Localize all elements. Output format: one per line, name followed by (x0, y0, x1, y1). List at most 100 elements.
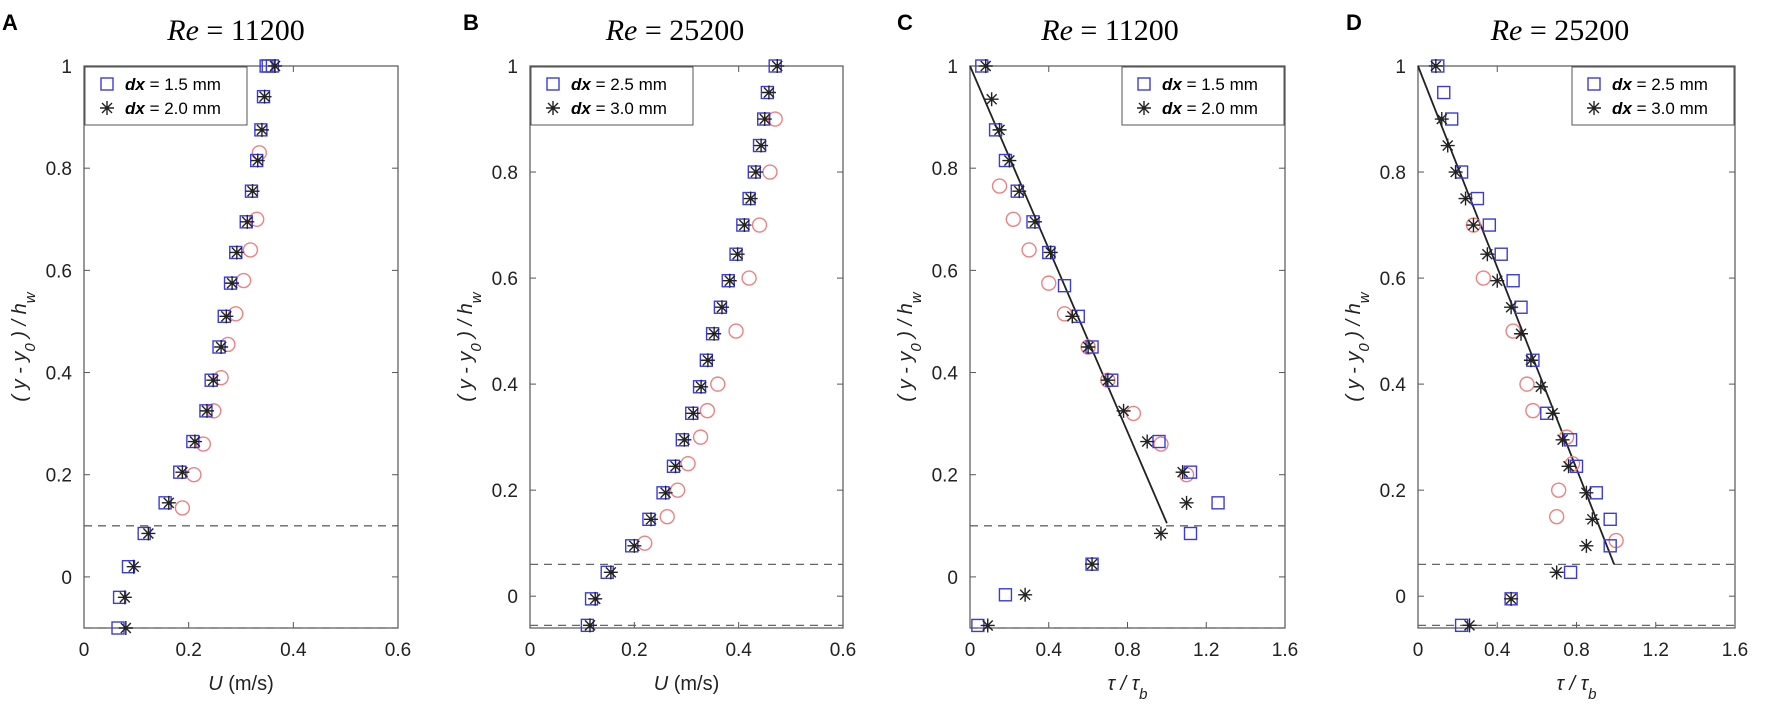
y-tick-label: 0.6 (932, 261, 958, 282)
panel-letter-a: A (2, 10, 18, 35)
a-asterisk-point-11 (225, 276, 240, 291)
a-asterisk-point-9 (214, 340, 229, 354)
legend-variable: dx (125, 75, 150, 94)
b-asterisk-point-12 (714, 300, 729, 315)
d-asterisk-point-3 (1579, 538, 1594, 553)
legend-variable: dx (1162, 75, 1187, 94)
legend-variable: dx (1612, 99, 1637, 118)
d-circle-point-1 (1548, 508, 1565, 525)
legend-variable: dx (571, 75, 596, 94)
a-asterisk-point-7 (199, 403, 214, 418)
legend-value: = 2.0 mm (150, 99, 221, 118)
c-asterisk-point-4 (1179, 495, 1194, 510)
d-square-point-3 (1603, 539, 1617, 553)
legend-value: = 1.5 mm (1187, 75, 1258, 94)
series-asterisk-c (978, 59, 1194, 633)
legend-variable: dx (125, 99, 150, 118)
d-asterisk-point-9 (1533, 379, 1548, 394)
y-tick-label: 0.8 (492, 163, 518, 184)
d-asterisk-point-legend-1 (1587, 101, 1601, 115)
x-axis-label-a: U (m/s) (208, 673, 274, 695)
y-tick-label: 0.4 (46, 364, 73, 385)
c-asterisk-point-9 (1081, 340, 1096, 354)
legend-value: = 2.5 mm (596, 75, 667, 94)
x-axis-label-b: U (m/s) (654, 673, 720, 695)
y-tick-label: 0.2 (1380, 481, 1406, 502)
c-circle-point-5 (1056, 306, 1073, 322)
b-circle-point-10 (762, 164, 778, 180)
legend-variable: dx (1612, 75, 1637, 94)
b-asterisk-point-1 (588, 591, 603, 606)
legend-value: = 1.5 mm (150, 75, 221, 94)
a-asterisk-point-5 (175, 465, 190, 480)
y-axis-sub-w: w (908, 291, 925, 303)
c-circle-point-8 (1005, 211, 1022, 227)
series-asterisk-b (582, 59, 785, 633)
panel-a: A Re = 11200 0 0.2 0.4 0.6 0.8 1 0 0.2 0.4 0.6 U (m/… (2, 10, 411, 695)
a-circle-point-2 (195, 436, 212, 452)
chart-title-b: Re = 25200 (605, 14, 745, 47)
a-asterisk-point-12 (229, 245, 244, 260)
b-asterisk-point-13 (722, 273, 737, 288)
b-asterisk-point-0 (582, 618, 597, 633)
a-square-point-legend-0 (100, 77, 114, 91)
legend-value: = 3.0 mm (596, 99, 667, 118)
d-circle-point-8 (1475, 270, 1492, 286)
a-circle-point-8 (242, 242, 259, 258)
c-square-point-legend-0 (1137, 77, 1151, 91)
y-axis-numerator: ( y - y (9, 351, 31, 402)
c-asterisk-point-legend-1 (1137, 101, 1151, 115)
b-asterisk-point-6 (668, 459, 683, 474)
b-asterisk-point-17 (748, 165, 763, 180)
c-asterisk-point-0 (980, 618, 995, 633)
a-asterisk-point-6 (187, 434, 202, 449)
d-asterisk-point-0 (1462, 618, 1477, 633)
chart-title-c: Re = 11200 (1040, 14, 1178, 47)
x-axis-variable: U (654, 673, 674, 695)
c-circle-point-1 (1153, 436, 1169, 452)
c-asterisk-point-2 (1085, 557, 1100, 572)
x-tick-label: 0.4 (1036, 640, 1063, 661)
d-asterisk-point-11 (1514, 326, 1529, 341)
d-asterisk-point-7 (1555, 432, 1570, 447)
a-asterisk-point-2 (126, 559, 141, 574)
legend-value: = 2.0 mm (1187, 99, 1258, 118)
x-axis-variable: τ / τ (1557, 673, 1590, 695)
plot-area-a (83, 65, 399, 629)
d-square-point-legend-0 (1587, 77, 1601, 91)
panel-letter-b: B (463, 10, 479, 35)
a-asterisk-point-18 (268, 59, 283, 73)
d-asterisk-point-2 (1549, 565, 1564, 580)
a-circle-point-4 (213, 369, 229, 386)
d-asterisk-point-16 (1458, 191, 1473, 206)
a-asterisk-point-17 (257, 89, 272, 104)
b-asterisk-point-16 (743, 191, 758, 206)
c-asterisk-point-10 (1065, 309, 1080, 324)
d-circle-point-6 (1519, 376, 1535, 392)
d-square-point-4 (1603, 512, 1617, 527)
y-axis-sub-0: 0 (1356, 343, 1373, 352)
b-circle-point-6 (710, 376, 726, 392)
a-circle-point-0 (174, 500, 191, 516)
c-asterisk-point-14 (1002, 153, 1017, 168)
c-circle-point-6 (1041, 275, 1057, 291)
legend-entry-1: dx = 1.5 mm (1162, 75, 1258, 94)
series-asterisk-a (117, 59, 283, 635)
legend-box (1571, 66, 1735, 126)
x-tick-label: 0.6 (385, 640, 411, 661)
title-value: = 11200 (206, 14, 304, 47)
b-asterisk-point-9 (694, 379, 709, 394)
d-asterisk-point-18 (1440, 138, 1455, 153)
c-square-point-1 (998, 588, 1013, 602)
y-axis-denominator: ) / h (455, 303, 477, 343)
b-circle-point-2 (669, 482, 686, 498)
c-circle-point-7 (1021, 242, 1037, 258)
linear-stress-line-c (969, 65, 1168, 524)
x-axis-unit: (m/s) (674, 673, 720, 695)
legend-variable: dx (571, 99, 596, 118)
d-asterisk-point-1 (1504, 591, 1519, 606)
